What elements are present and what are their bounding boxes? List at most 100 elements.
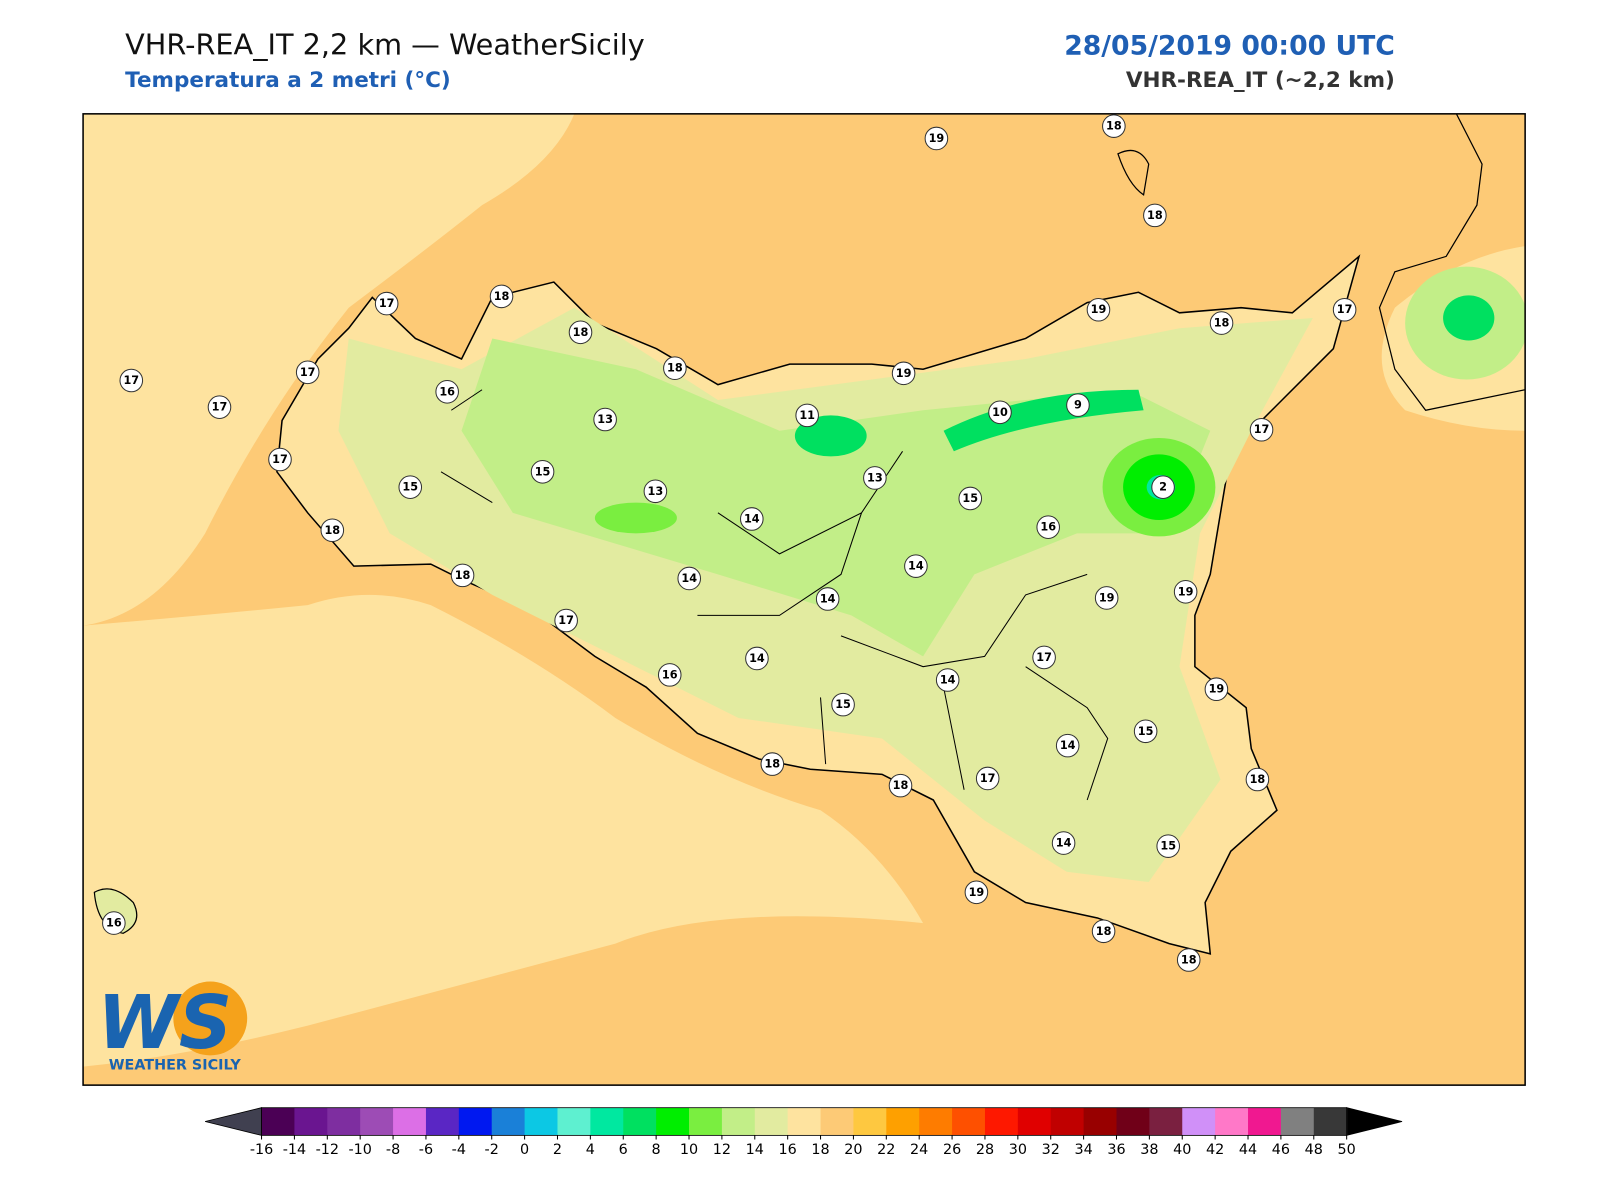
station-marker xyxy=(643,479,668,504)
station-value: 14 xyxy=(1060,739,1076,752)
colorbar-tick-label: 34 xyxy=(1074,1142,1092,1158)
station-value: 17 xyxy=(1254,423,1270,436)
station-value: 18 xyxy=(573,326,589,339)
station-value: 18 xyxy=(1181,954,1197,967)
logo-name: WEATHER SICILY xyxy=(109,1058,242,1074)
station-value: 19 xyxy=(1209,683,1225,696)
station-marker xyxy=(568,320,593,345)
colorbar-tick-label: 20 xyxy=(844,1142,862,1158)
station-marker xyxy=(1032,645,1056,670)
station-marker xyxy=(1051,831,1076,855)
station-marker xyxy=(450,563,475,588)
station-marker xyxy=(1086,297,1111,322)
colorbar-bin xyxy=(393,1107,427,1136)
station-value: 18 xyxy=(324,524,340,537)
station-value: 18 xyxy=(455,569,471,582)
station-marker xyxy=(1102,114,1126,138)
colorbar-tick-label: 16 xyxy=(779,1142,797,1158)
colorbar-bin xyxy=(1215,1107,1249,1136)
colorbar-tick-label: 44 xyxy=(1239,1142,1257,1158)
colorbar-tick-label: 32 xyxy=(1042,1142,1060,1158)
colorbar-bin xyxy=(425,1107,460,1136)
colorbar-tick-label: -12 xyxy=(316,1142,339,1158)
station-marker xyxy=(1176,948,1201,972)
station-marker xyxy=(1055,733,1080,758)
station-value: 14 xyxy=(940,674,956,687)
station-value: 10 xyxy=(992,406,1008,419)
madonie-cold xyxy=(943,389,1144,452)
colorbar-tick-label: 2 xyxy=(553,1142,562,1158)
station-value: 17 xyxy=(558,614,574,627)
logo: WS WEATHER SICILY xyxy=(97,980,248,1074)
logo-sun xyxy=(173,981,248,1056)
station-marker xyxy=(593,407,617,432)
datetime: 28/05/2019 00:00 UTC xyxy=(1064,30,1395,61)
colorbar-tick-label: -8 xyxy=(386,1142,400,1158)
station-marker xyxy=(663,356,687,380)
colorbar-bin xyxy=(1280,1107,1315,1136)
station-value: 2 xyxy=(1159,481,1167,494)
colorbar-tick-label: 22 xyxy=(877,1142,895,1158)
colorbar-bin xyxy=(524,1107,558,1136)
station-marker xyxy=(677,566,702,591)
station-value: 14 xyxy=(749,652,765,665)
colorbar-bin xyxy=(294,1107,328,1136)
stations: 19 18 18 17 18 18 17 17 16 17 18 19 19 18 17 13 11 10 9 17 1… xyxy=(102,114,1357,972)
station-marker xyxy=(1204,677,1229,702)
colorbar-tick-label: 40 xyxy=(1173,1142,1191,1158)
colorbar-bin xyxy=(1149,1107,1183,1136)
calabria-cold xyxy=(1443,295,1495,341)
station-marker xyxy=(964,880,989,905)
province-borders xyxy=(440,389,1109,801)
station-marker xyxy=(1036,515,1060,539)
colorbar-bin xyxy=(261,1107,295,1136)
colorbar-tick-label: 14 xyxy=(746,1142,764,1158)
station-marker xyxy=(831,692,855,717)
colorbar-tick-label: -10 xyxy=(348,1142,371,1158)
station-marker xyxy=(760,752,785,776)
station-value: 14 xyxy=(681,572,697,585)
station-value: 17 xyxy=(1036,651,1052,664)
colorbar-tick-label: 18 xyxy=(811,1142,829,1158)
station-marker xyxy=(1091,919,1116,944)
colorbar-bin xyxy=(984,1107,1019,1136)
station-marker xyxy=(435,380,459,404)
station-marker xyxy=(1133,719,1158,744)
station-value: 19 xyxy=(929,132,945,145)
station-value: 16 xyxy=(439,385,455,398)
station-value: 19 xyxy=(1091,303,1107,316)
colorbar-bin xyxy=(1182,1107,1216,1136)
station-value: 18 xyxy=(667,362,683,375)
station-value: 15 xyxy=(962,492,978,505)
station-marker xyxy=(119,368,144,393)
colorbar-tick-label: 6 xyxy=(619,1142,628,1158)
logo-mark: WS xyxy=(97,980,232,1066)
colorbar-bin xyxy=(458,1107,493,1136)
colorbar-bin xyxy=(820,1107,854,1136)
station-marker xyxy=(295,360,320,385)
subtitle: Temperatura a 2 metri (°C) xyxy=(125,68,451,93)
station-marker xyxy=(1066,393,1090,417)
station-marker xyxy=(1173,579,1198,604)
colorbar-bin xyxy=(754,1107,789,1136)
station-marker xyxy=(1245,767,1270,792)
station-marker xyxy=(795,403,819,428)
station-value: 17 xyxy=(1337,303,1353,316)
station-value: 15 xyxy=(402,481,418,494)
station-value: 13 xyxy=(648,485,664,498)
station-marker xyxy=(904,554,928,578)
station-value: 19 xyxy=(1178,585,1194,598)
colorbar-bin xyxy=(721,1107,756,1136)
colorbar-bin xyxy=(1248,1107,1282,1136)
colorbar-bin xyxy=(689,1107,723,1136)
station-marker xyxy=(935,668,960,692)
colorbar-tick-label: 0 xyxy=(520,1142,529,1158)
station-value: 9 xyxy=(1074,399,1082,412)
station-value: 17 xyxy=(123,374,139,387)
colorbar-tick-label: 26 xyxy=(943,1142,961,1158)
colorbar-bin xyxy=(1017,1107,1052,1136)
station-value: 18 xyxy=(1147,209,1163,222)
colorbar-bin xyxy=(623,1107,657,1136)
warm-band xyxy=(83,594,924,1067)
